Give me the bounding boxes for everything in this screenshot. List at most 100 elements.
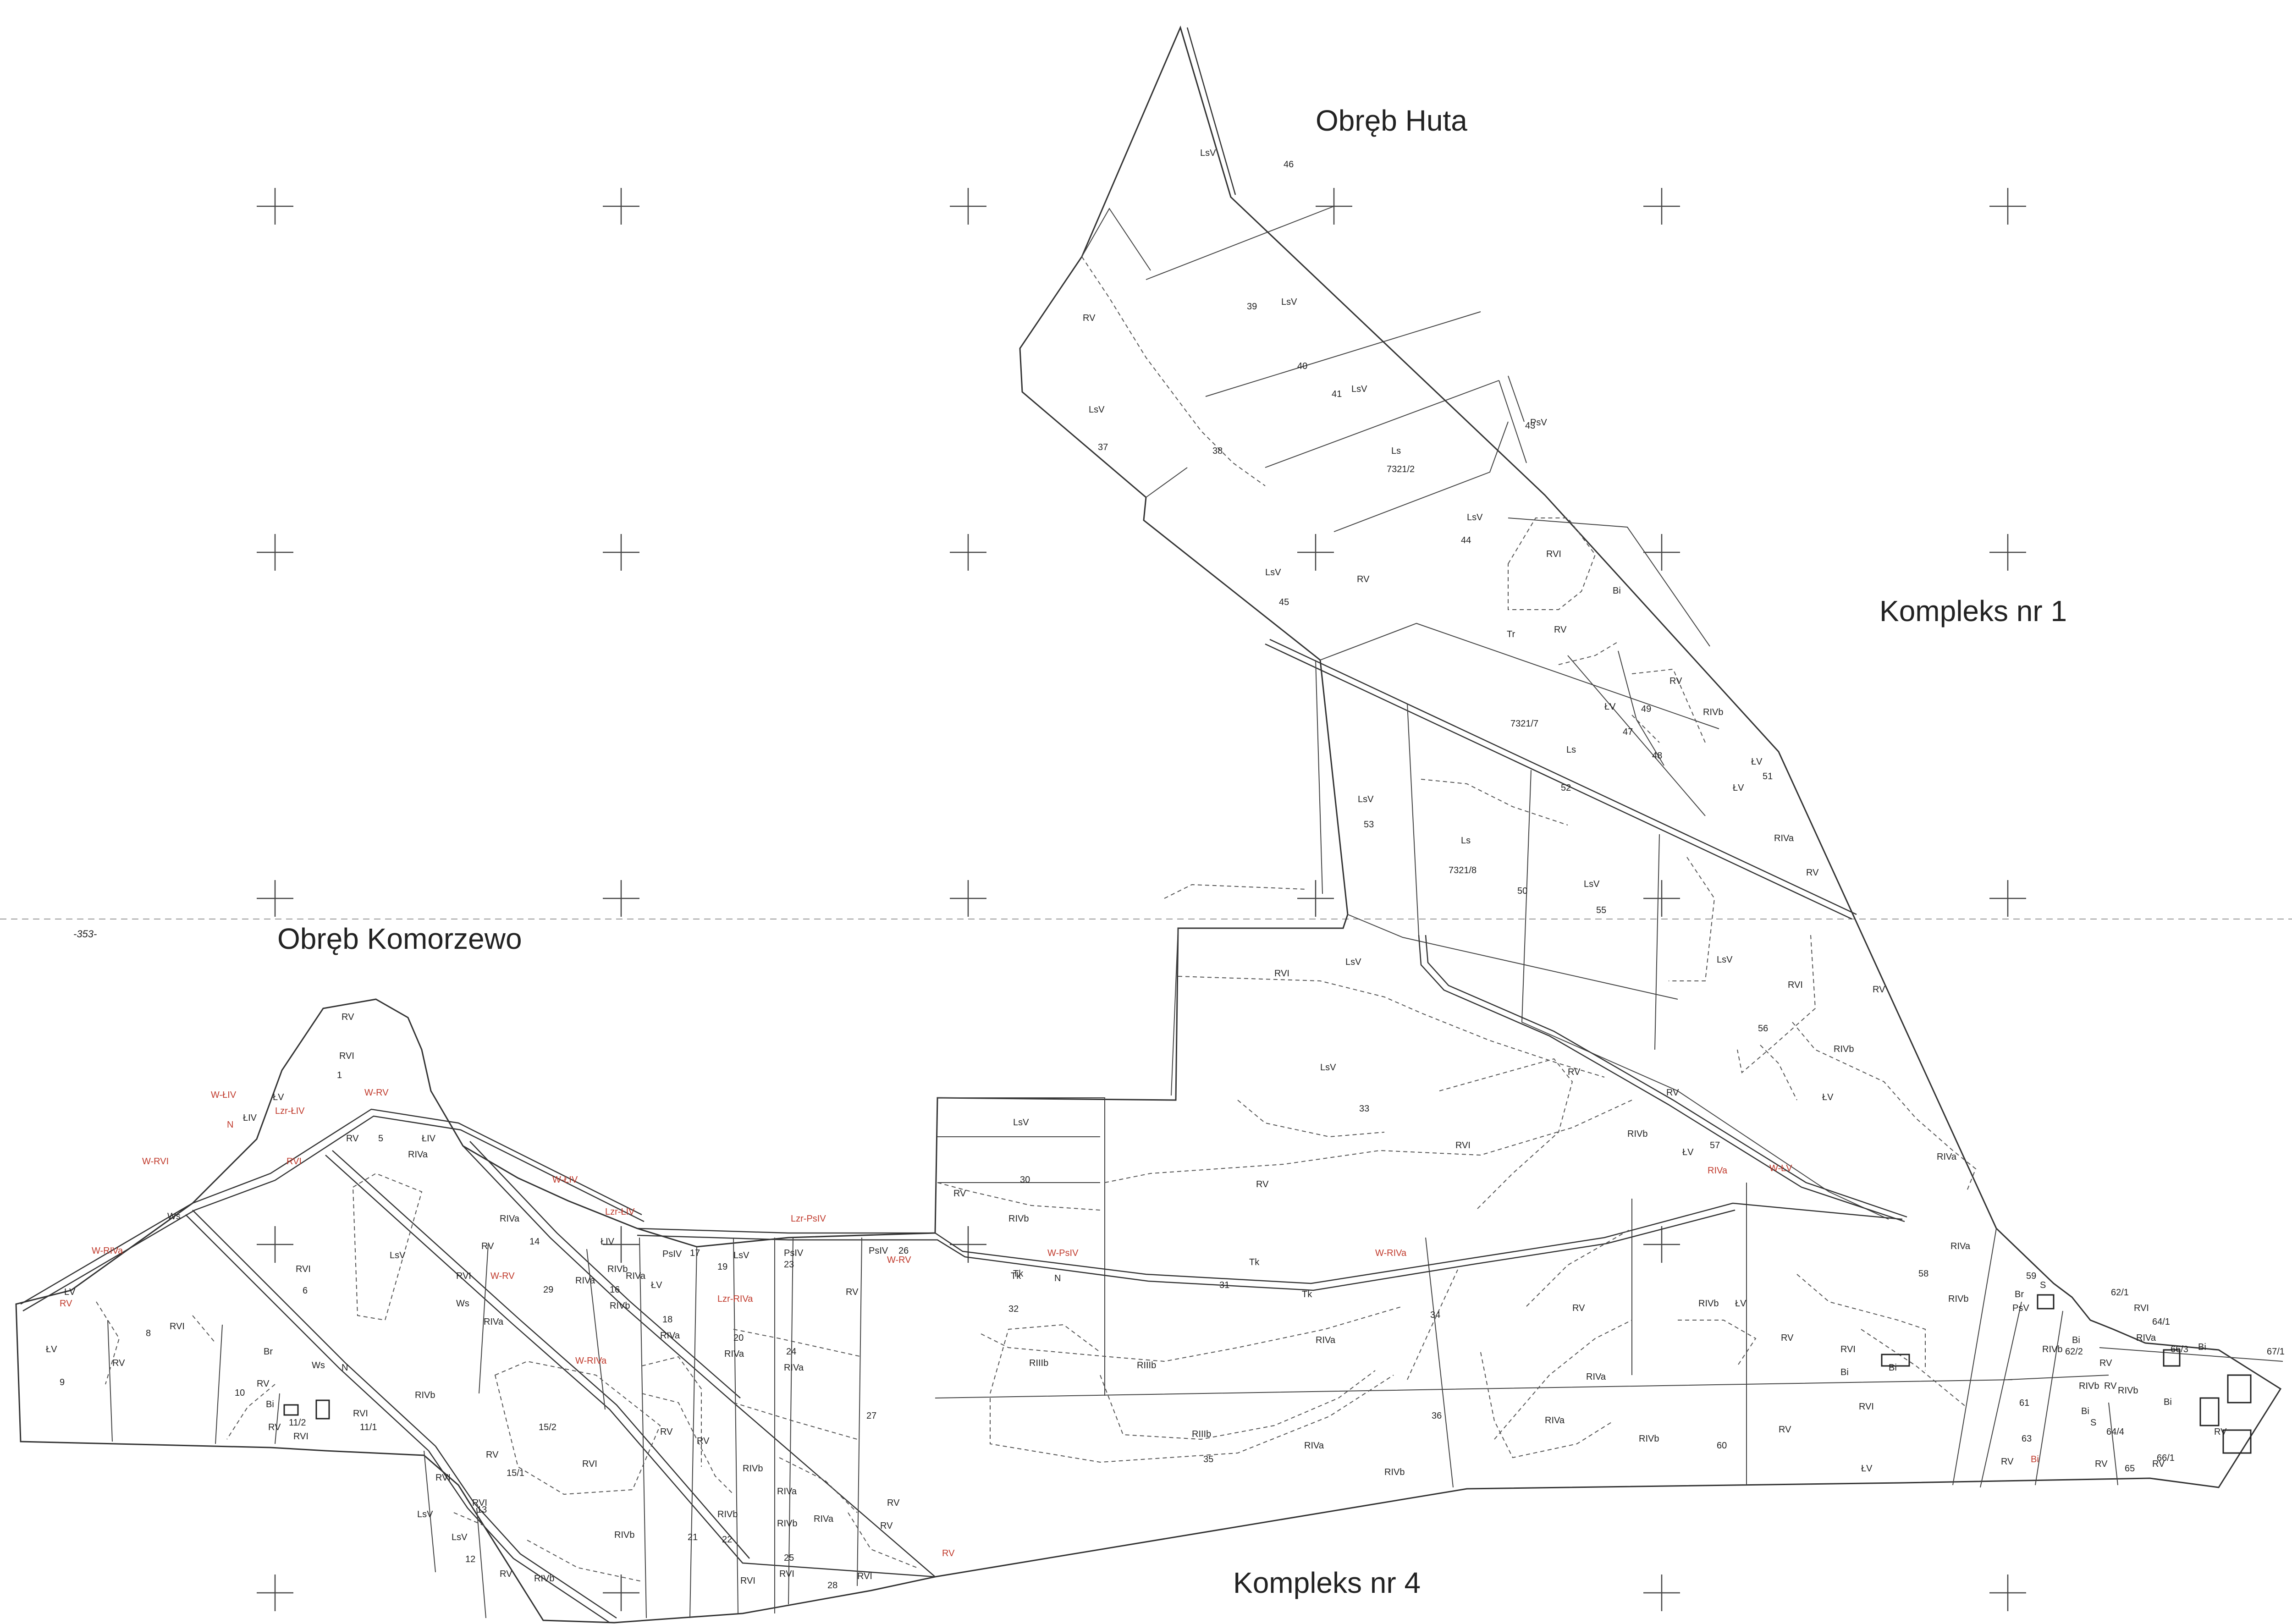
parcel-boundaries [15,25,2283,1624]
land-class: LsV [1265,567,1281,578]
land-class: Tk [1013,1269,1024,1279]
building-outline [2199,1397,2220,1426]
land-class: PsIV [662,1249,682,1259]
land-class: RIVb [1627,1129,1647,1139]
land-class: ŁV [1822,1092,1834,1102]
parcel-number: 13 [477,1505,487,1515]
land-class: RIVb [1703,707,1723,717]
land-class: RIVa [408,1150,428,1160]
parcel-number: 14 [529,1237,540,1247]
land-class: Tk [1249,1257,1260,1267]
land-class: LsV [1200,148,1216,158]
land-class: Ls [1391,446,1401,456]
parcel-number: 32 [1008,1304,1019,1314]
land-class: RV [500,1569,512,1579]
land-class: ŁV [1682,1147,1694,1157]
land-class: RIVa [626,1271,646,1281]
land-class: RV [1572,1303,1585,1313]
land-class: RVI [2134,1303,2149,1313]
land-class: RV [2104,1381,2117,1391]
land-class: RV [1554,625,1567,635]
land-class: RIVb [1384,1467,1405,1477]
parcel-number: 57 [1710,1140,1720,1151]
land-class: RV [1357,574,1370,584]
land-class: RVI [293,1431,309,1442]
land-class: RIVb [1008,1214,1029,1224]
land-class: RIIIb [1137,1360,1156,1371]
parcel-number: 11/1 [360,1422,377,1432]
parcel-number: 44 [1461,535,1471,545]
land-class: RV [1779,1425,1791,1435]
parcel-number: 12 [465,1554,475,1564]
land-class: RIVa [1586,1372,1606,1382]
land-class: RVI [1455,1140,1471,1151]
land-class: RIVa [660,1331,680,1341]
parcel-number: 66/1 [2157,1453,2175,1463]
annotation-text: RV [942,1548,955,1558]
land-class: RVI [353,1409,368,1419]
annotation-text: W-RVI [142,1156,169,1167]
land-class: PsV [2012,1303,2029,1313]
land-class: RV [1669,676,1682,686]
land-class: RVI [472,1498,487,1508]
land-class: ŁIV [243,1113,257,1123]
land-class: ŁV [1735,1299,1747,1309]
land-class: RIVb [415,1390,435,1400]
land-class: RVI [170,1321,185,1332]
parcel-number: 18 [662,1315,672,1325]
land-class: RV [953,1189,966,1199]
parcel-number: 24 [786,1347,796,1357]
parcel-number: 34 [1430,1310,1440,1320]
land-class: RVI [1546,549,1561,559]
land-class: LsV [1345,957,1361,967]
land-class: RVI [1840,1344,1856,1354]
parcel-number: 15/1 [507,1468,524,1478]
land-class: RVI [1274,969,1289,979]
parcel-number: 43 [1525,421,1535,431]
annotation-text: W-RV [887,1255,911,1265]
parcel-number: 7321/7 [1510,719,1538,729]
land-class: RIVb [610,1301,630,1311]
land-class: RV [2099,1358,2112,1368]
land-class: N [1054,1273,1061,1283]
land-class: RIVa [1304,1441,1324,1451]
parcel-number: 62/1 [2111,1288,2129,1298]
parcel-number: 6 [303,1286,308,1296]
complex-title-1: Kompleks nr 1 [1879,595,2067,628]
annotation-text: W-ŁIV [552,1175,578,1185]
land-class: S [2040,1280,2046,1290]
land-class: N [342,1363,348,1373]
region-title-huta: Obręb Huta [1316,104,1467,137]
parcel-number: 39 [1247,302,1257,312]
parcel-number: 20 [733,1333,744,1343]
parcel-number: 29 [543,1285,553,1295]
parcel-number: 56 [1758,1024,1768,1034]
parcel-number: 65 [2125,1464,2135,1474]
parcel-number: 66/3 [2171,1344,2188,1354]
land-class: Bi [1889,1363,1897,1373]
annotation-text: RV [60,1299,72,1309]
land-class: RIVb [1698,1299,1719,1309]
land-class: Tk [1302,1289,1312,1299]
land-class: RV [2095,1459,2108,1469]
parcel-number: 58 [1918,1269,1928,1279]
land-class: Bi [2164,1397,2172,1407]
land-class: RV [2001,1457,2014,1467]
parcel-number: 19 [717,1262,727,1272]
land-class: LsV [417,1509,433,1519]
land-class-labels: LsV LsV LsV LsV Ls LsV LsV RV RV RVI RV … [46,148,2227,1586]
parcel-number: 49 [1641,704,1651,714]
land-class: RIVa [484,1317,504,1327]
land-class: LsV [1320,1062,1336,1073]
annotation-text: W-PsIV [1047,1248,1079,1258]
annotation-text: W-RV [490,1271,515,1281]
parcel-number: 53 [1364,820,1374,830]
parcel-number: 10 [235,1388,245,1398]
building-outline [2227,1374,2252,1404]
land-class: ŁIV [422,1134,436,1144]
land-class: RIVb [614,1530,634,1540]
parcel-number: 8 [146,1328,151,1338]
land-class: RV [1781,1333,1794,1343]
building-outline [2163,1349,2181,1367]
